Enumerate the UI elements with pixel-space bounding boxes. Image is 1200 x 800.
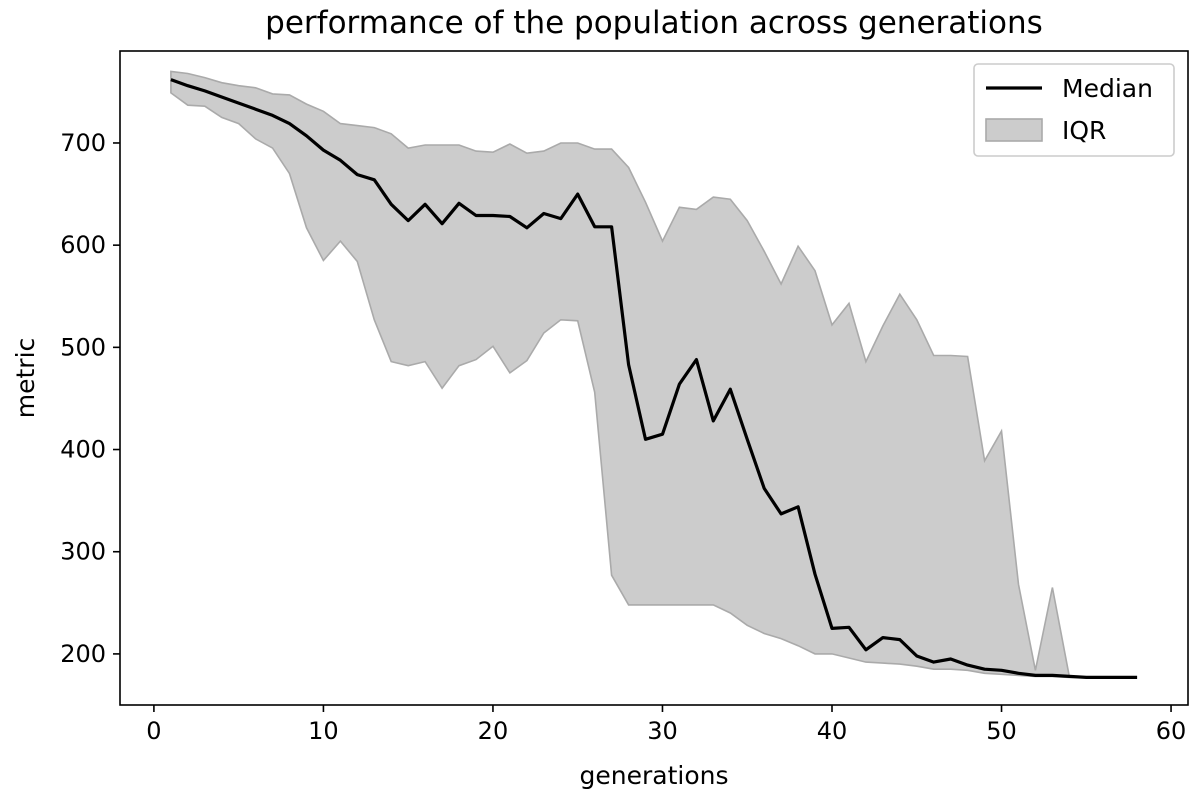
iqr-band-layer: [170, 70, 1138, 679]
x-tick-label: 30: [647, 717, 678, 745]
y-axis-label: metric: [11, 338, 40, 419]
y-tick-label: 500: [60, 333, 106, 361]
x-tick-label: 60: [1156, 717, 1187, 745]
legend-iqr-swatch: [985, 118, 1043, 142]
y-tick-label: 700: [60, 129, 106, 157]
x-tick-label: 20: [478, 717, 509, 745]
plot-frame: [119, 50, 1189, 706]
median-line-layer: [170, 78, 1138, 680]
chart-title: performance of the population across gen…: [265, 5, 1043, 41]
y-axis-ticks: 200 300 400 500 600 700: [60, 129, 120, 668]
x-axis-label: generations: [580, 761, 729, 790]
x-tick-label: 10: [308, 717, 339, 745]
legend: Median IQR: [973, 63, 1175, 157]
y-tick-label: 300: [60, 538, 106, 566]
legend-median-label: Median: [1062, 74, 1153, 103]
legend-iqr-label: IQR: [1062, 116, 1106, 145]
x-tick-label: 0: [146, 717, 161, 745]
median-line: [170, 78, 1138, 680]
y-tick-label: 200: [60, 640, 106, 668]
x-axis-ticks: 0 10 20 30 40 50 60: [146, 705, 1186, 745]
x-tick-label: 50: [986, 717, 1017, 745]
iqr-band: [170, 70, 1138, 679]
x-tick-label: 40: [817, 717, 848, 745]
y-tick-label: 400: [60, 436, 106, 464]
y-tick-label: 600: [60, 231, 106, 259]
